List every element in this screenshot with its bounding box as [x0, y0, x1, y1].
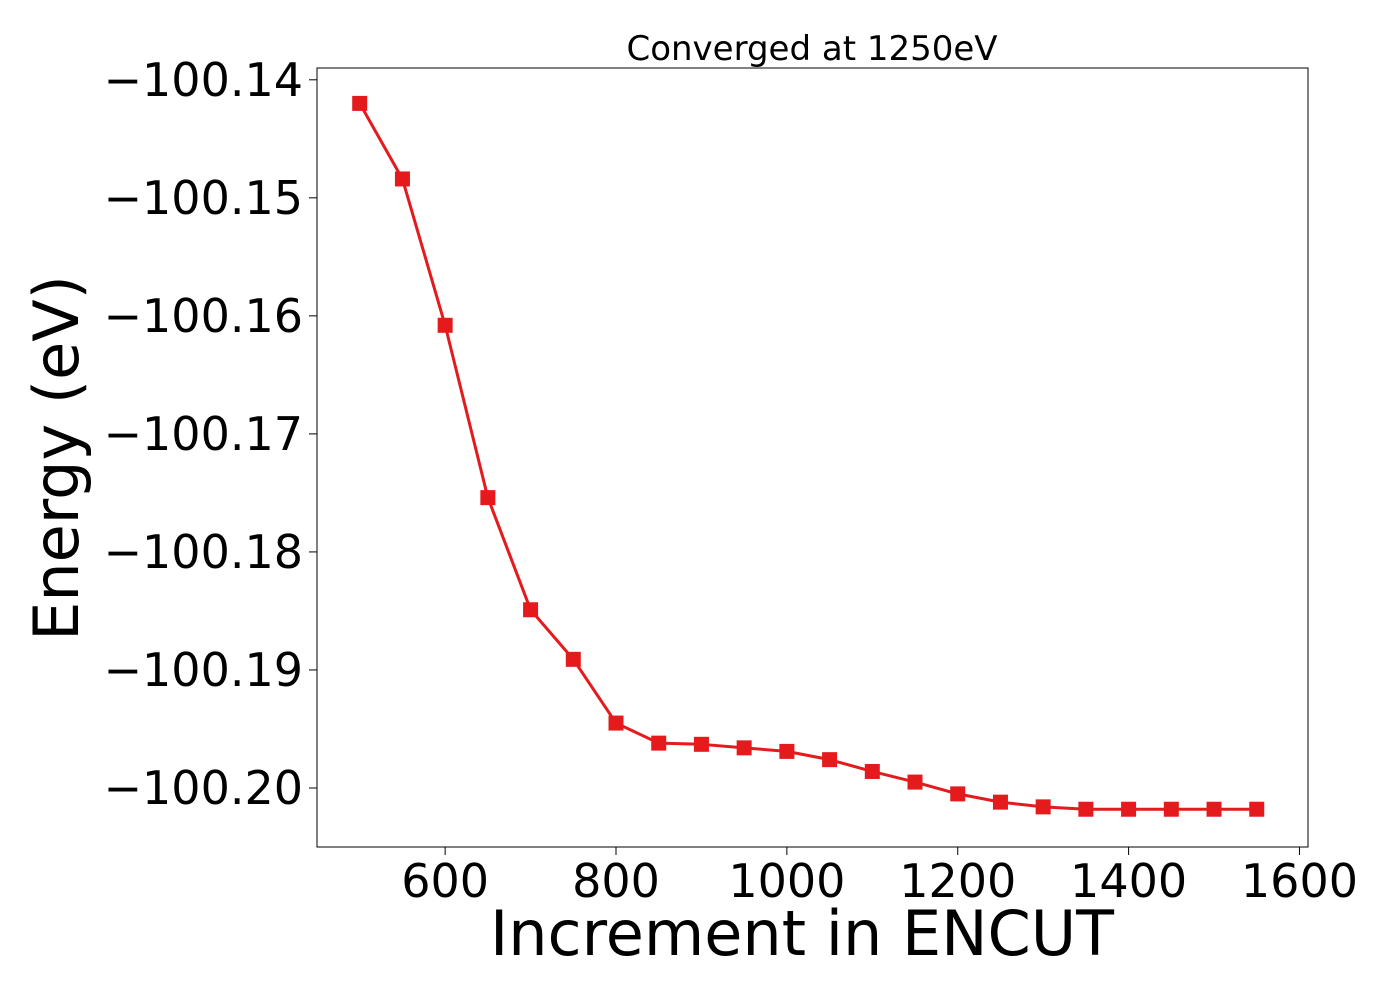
y-tick-label: −100.14 — [104, 53, 304, 107]
data-point-marker — [907, 774, 923, 790]
data-point-marker — [352, 95, 368, 111]
data-point-marker — [822, 752, 838, 768]
data-point-marker — [1163, 801, 1179, 817]
y-tick-label: −100.15 — [104, 171, 304, 225]
x-tick-label: 800 — [572, 854, 660, 908]
data-point-marker — [992, 794, 1008, 810]
x-tick-label: 600 — [401, 854, 489, 908]
plot-frame — [316, 67, 1309, 848]
y-tick-label: −100.18 — [104, 525, 304, 579]
x-tick-label: 1200 — [899, 854, 1016, 908]
y-tick-label: −100.16 — [104, 289, 304, 343]
data-point-marker — [1249, 801, 1265, 817]
data-point-marker — [779, 743, 795, 759]
series-layer — [352, 95, 1265, 817]
x-tick-label: 1400 — [1070, 854, 1187, 908]
data-point-marker — [693, 736, 709, 752]
y-tick-label: −100.19 — [104, 643, 304, 697]
data-point-marker — [523, 602, 539, 618]
data-point-marker — [394, 171, 410, 187]
x-tick-label: 1000 — [728, 854, 845, 908]
data-point-marker — [736, 740, 752, 756]
data-point-marker — [1121, 801, 1137, 817]
y-axis-label: Energy (eV) — [20, 275, 93, 641]
data-point-marker — [1035, 799, 1051, 815]
data-point-marker — [437, 317, 453, 333]
y-tick-label: −100.20 — [104, 761, 304, 815]
data-point-marker — [950, 786, 966, 802]
x-axis-ticks: 600 800 1000 1200 1400 1600 — [401, 847, 1358, 908]
data-point-marker — [480, 490, 496, 506]
data-point-marker — [651, 735, 667, 751]
series-line — [358, 102, 1257, 811]
data-point-marker — [608, 715, 624, 731]
y-tick-label: −100.17 — [104, 407, 304, 461]
x-axis-label: Increment in ENCUT — [490, 897, 1115, 970]
chart-title: Converged at 1250eV — [626, 29, 997, 69]
data-point-marker — [864, 763, 880, 779]
y-axis-ticks: −100.14 −100.15 −100.16 −100.17 −100.18 −100.… — [104, 53, 317, 815]
data-point-marker — [1206, 801, 1222, 817]
data-point-marker — [565, 651, 581, 667]
data-point-marker — [1078, 801, 1094, 817]
x-tick-label: 1600 — [1241, 854, 1358, 908]
